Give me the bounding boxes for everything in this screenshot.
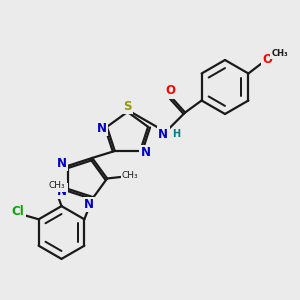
Text: O: O <box>165 84 175 98</box>
Text: H: H <box>172 129 180 140</box>
Text: N: N <box>84 198 94 211</box>
Text: N: N <box>158 128 168 141</box>
Text: N: N <box>57 157 67 170</box>
Text: CH₃: CH₃ <box>122 171 139 180</box>
Text: N: N <box>97 122 106 135</box>
Text: N: N <box>141 146 151 159</box>
Text: CH₃: CH₃ <box>49 181 65 190</box>
Text: S: S <box>123 100 132 113</box>
Text: Cl: Cl <box>12 205 25 218</box>
Text: CH₃: CH₃ <box>272 49 288 58</box>
Text: N: N <box>56 185 66 198</box>
Text: O: O <box>262 53 272 66</box>
